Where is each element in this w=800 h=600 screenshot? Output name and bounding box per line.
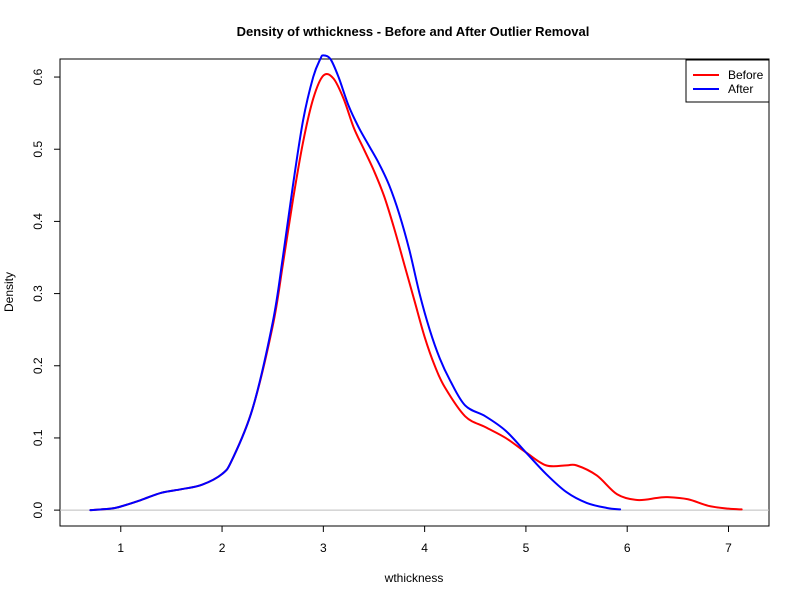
plot-frame (59, 58, 770, 527)
y-tick-label: 0.3 (31, 285, 45, 302)
series-line-before (89, 73, 743, 512)
legend-label-after: After (728, 82, 753, 96)
x-tick-label: 6 (624, 541, 631, 555)
x-tick-label: 7 (725, 541, 732, 555)
x-tick-label: 5 (523, 541, 530, 555)
series-line-after (89, 54, 622, 512)
y-tick-label: 0.2 (31, 357, 45, 374)
legend-box (685, 59, 770, 103)
chart-title: Density of wthickness - Before and After… (237, 24, 590, 39)
x-tick-label: 4 (421, 541, 428, 555)
y-axis-label: Density (2, 272, 16, 312)
legend-label-before: Before (728, 68, 764, 82)
y-tick-label: 0.6 (31, 68, 45, 85)
x-tick-label: 1 (117, 541, 124, 555)
x-axis-label: wthickness (384, 571, 444, 585)
y-axis: 0.0 0.1 0.2 0.3 0.4 0.5 0.6 (31, 68, 60, 518)
y-tick-label: 0.0 (31, 501, 45, 518)
y-tick-label: 0.4 (31, 213, 45, 230)
x-axis: 1 2 3 4 5 6 7 (117, 526, 732, 555)
y-tick-label: 0.1 (31, 429, 45, 446)
series-group (89, 54, 743, 512)
x-tick-label: 2 (219, 541, 226, 555)
x-tick-label: 3 (320, 541, 327, 555)
y-tick-label: 0.5 (31, 141, 45, 158)
